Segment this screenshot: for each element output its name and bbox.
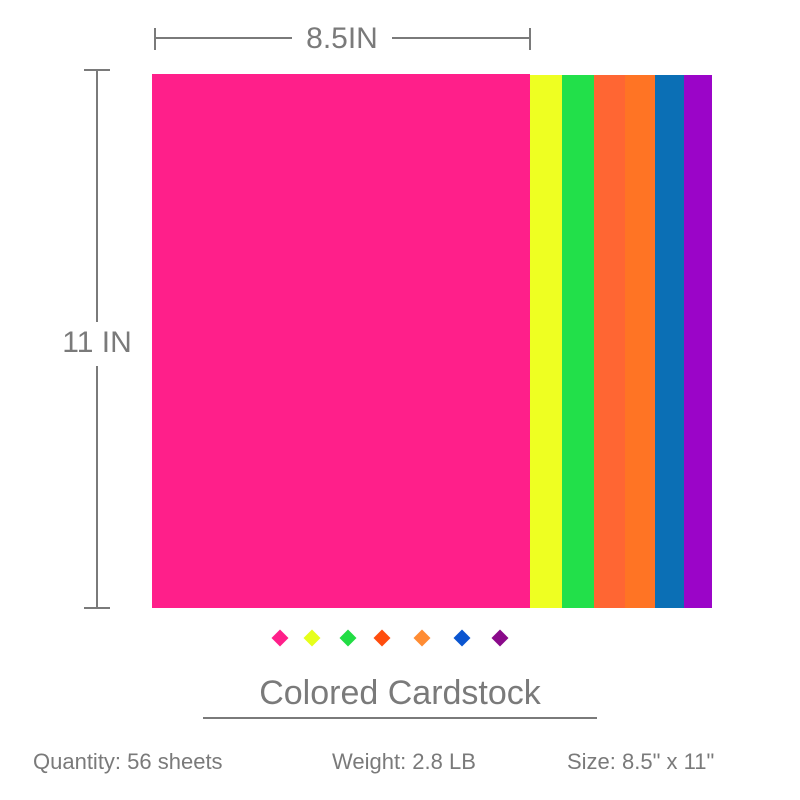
width-label: 8.5IN (306, 22, 378, 55)
swatch (491, 629, 509, 647)
swatch (271, 629, 289, 647)
width-dimension (154, 28, 531, 50)
swatch (413, 629, 431, 647)
sheet (594, 75, 625, 608)
swatch (373, 629, 391, 647)
color-swatches (271, 629, 509, 647)
sheet (562, 75, 594, 608)
sheet (625, 75, 655, 608)
spec: Quantity: 56 sheets (33, 749, 223, 774)
sheet (152, 74, 530, 608)
sheet (655, 75, 684, 608)
swatch (303, 629, 321, 647)
swatch (339, 629, 357, 647)
spec: Size: 8.5" x 11" (567, 749, 714, 774)
title: Colored Cardstock (259, 674, 542, 712)
height-dimension (84, 69, 110, 609)
sheet (530, 75, 562, 608)
spec: Weight: 2.8 LB (332, 749, 476, 774)
height-label: 11 IN (62, 326, 131, 359)
swatch (453, 629, 471, 647)
sheets (152, 74, 712, 608)
